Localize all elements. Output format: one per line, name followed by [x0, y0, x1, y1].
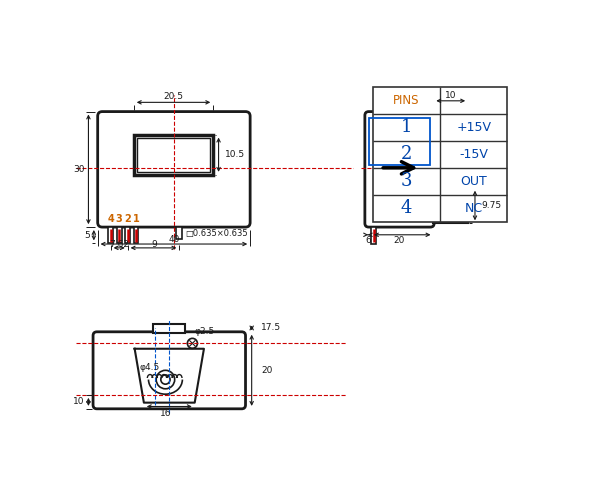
Text: 10: 10: [445, 91, 457, 100]
Text: 2: 2: [124, 214, 131, 224]
Text: 1: 1: [133, 214, 140, 224]
Text: +15V: +15V: [456, 121, 491, 134]
Circle shape: [187, 338, 198, 348]
Bar: [109, 227, 113, 244]
Text: 1: 1: [401, 118, 412, 136]
Text: 20: 20: [394, 236, 405, 244]
Text: 9: 9: [152, 240, 158, 248]
Bar: [369, 118, 430, 166]
Text: -15V: -15V: [459, 148, 488, 161]
Text: 10.5: 10.5: [224, 150, 245, 159]
Bar: [176, 227, 182, 238]
Text: 16: 16: [159, 409, 171, 418]
Text: 20: 20: [261, 366, 272, 375]
Text: φ4.5: φ4.5: [139, 363, 159, 372]
Text: 3: 3: [116, 214, 122, 224]
Text: 3: 3: [401, 172, 412, 190]
Text: OUT: OUT: [460, 175, 487, 188]
Text: 10: 10: [73, 398, 85, 406]
Bar: [371, 227, 377, 244]
Bar: [134, 134, 213, 174]
Text: 7.62: 7.62: [109, 240, 129, 248]
Text: NC: NC: [464, 202, 483, 214]
Bar: [117, 227, 122, 244]
Text: 2: 2: [401, 146, 412, 164]
Text: 4: 4: [107, 214, 114, 224]
Bar: [373, 87, 507, 222]
Text: 6: 6: [365, 236, 371, 244]
Bar: [153, 324, 186, 334]
Bar: [137, 138, 210, 172]
Text: 17.5: 17.5: [261, 322, 281, 332]
Text: 4: 4: [401, 199, 412, 217]
Text: 40: 40: [168, 235, 180, 244]
Bar: [433, 188, 468, 223]
Text: 5: 5: [84, 230, 90, 239]
Text: PINS: PINS: [393, 94, 420, 107]
Text: 30: 30: [73, 165, 85, 174]
Text: φ2.5: φ2.5: [195, 328, 215, 336]
Bar: [134, 227, 139, 244]
Text: 9.75: 9.75: [481, 201, 501, 210]
Text: □0.635×0.635: □0.635×0.635: [186, 229, 248, 238]
Bar: [125, 227, 130, 244]
Text: 20.5: 20.5: [164, 92, 183, 102]
